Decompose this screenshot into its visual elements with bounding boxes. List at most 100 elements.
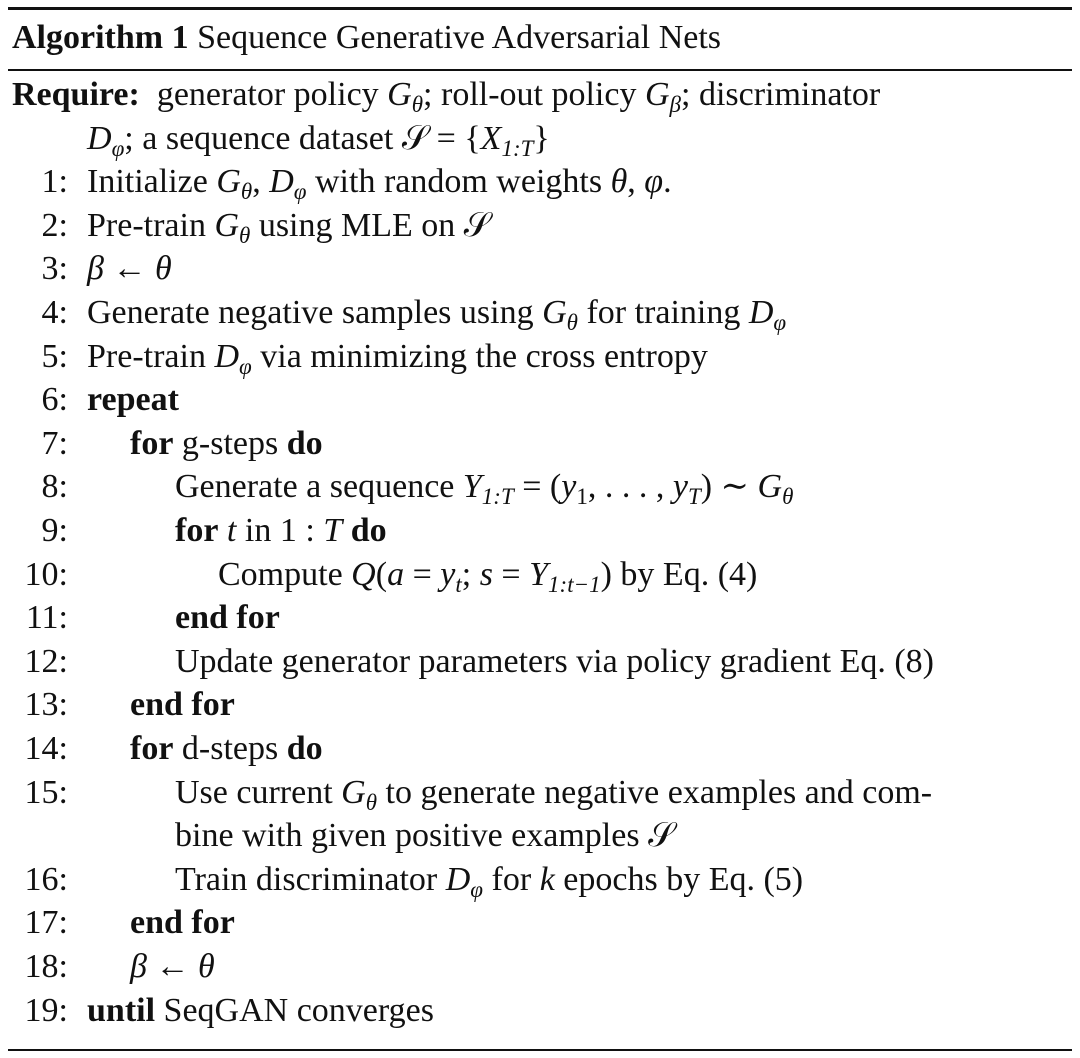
line-number: 6: xyxy=(41,381,68,419)
text-run: = xyxy=(492,555,530,593)
keyword: end for xyxy=(130,686,235,724)
text-run: 𝒮 xyxy=(648,817,675,855)
math-symbol: Y xyxy=(529,555,549,593)
algorithm-title: Sequence Generative Adversarial Nets xyxy=(197,19,722,56)
math-symbol: β xyxy=(87,250,104,288)
line-number: 13: xyxy=(24,686,68,724)
line-text: repeat xyxy=(87,378,179,422)
math-symbol: G xyxy=(214,206,240,244)
text-run: ; roll-out policy xyxy=(423,76,645,113)
text-run: via minimizing the cross entropy xyxy=(251,337,708,375)
line-number: 4: xyxy=(41,294,68,331)
math-symbol: t xyxy=(455,571,462,597)
math-symbol: G xyxy=(387,76,412,113)
text-run: ) ∼ xyxy=(700,468,758,506)
math-symbol: D xyxy=(269,163,294,201)
keyword: for xyxy=(130,424,174,462)
line-number: 15: xyxy=(24,773,68,811)
text-run: Update generator parameters via policy g… xyxy=(175,642,935,680)
text-run: ← xyxy=(146,948,198,985)
line-number: 12: xyxy=(24,642,68,680)
text-run: . xyxy=(663,163,672,201)
math-symbol: D xyxy=(445,860,471,898)
keyword: end for xyxy=(130,904,235,942)
text-run: ← xyxy=(103,250,155,288)
line-text: Pre-train Gθ using MLE on 𝒮 xyxy=(87,204,490,258)
text-run: to generate negative examples and com- xyxy=(377,773,933,811)
math-symbol: X xyxy=(480,119,502,157)
keyword: repeat xyxy=(87,381,179,419)
line-text: Initialize Gθ, Dφ with random weights θ,… xyxy=(87,160,672,214)
keyword: end for xyxy=(175,599,280,637)
math-symbol: φ xyxy=(644,163,664,201)
caption-rule xyxy=(8,69,1072,71)
text-run: Initialize xyxy=(87,163,217,201)
text-run: ; a sequence dataset xyxy=(124,119,402,157)
math-symbol: D xyxy=(87,119,112,157)
text-run: , . . . , xyxy=(587,468,673,506)
text-run: for training xyxy=(577,294,749,331)
math-symbol: y xyxy=(561,468,577,506)
line-text: Pre-train Dφ via minimizing the cross en… xyxy=(87,335,708,389)
text-run: g-steps xyxy=(173,424,287,462)
math-symbol: t xyxy=(226,512,237,549)
text-run: = ( xyxy=(513,468,562,506)
math-symbol: θ xyxy=(365,789,378,815)
keyword: do xyxy=(286,424,323,462)
line-text: Compute Q(a = yt; s = Y1:t−1) by Eq. (4) xyxy=(218,553,757,607)
text-run: in 1 : xyxy=(236,512,324,549)
math-symbol: θ xyxy=(240,179,253,205)
math-symbol: 1:T xyxy=(481,484,514,510)
keyword: for xyxy=(130,730,174,767)
math-symbol: y xyxy=(440,555,456,593)
line-text: Require: generator policy Gθ; roll-out p… xyxy=(12,73,880,127)
text-run: Pre-train xyxy=(87,337,215,375)
line-text: β ← θ xyxy=(130,945,215,989)
text-run: SeqGAN converges xyxy=(155,991,434,1029)
line-text: bine with given positive examples 𝒮 xyxy=(175,814,674,858)
text-run: for xyxy=(483,860,540,898)
text-run: Generate negative samples using xyxy=(87,294,543,331)
math-symbol: 1:T xyxy=(501,135,534,161)
bottom-rule xyxy=(8,1049,1072,1051)
text-run: d-steps xyxy=(173,730,287,767)
line-text: for t in 1 : T do xyxy=(175,509,387,553)
line-number: 1: xyxy=(41,163,68,201)
algorithm-caption: Algorithm 1 Sequence Generative Adversar… xyxy=(12,16,721,60)
text-run: ( xyxy=(375,555,388,593)
math-symbol: θ xyxy=(566,310,578,335)
math-symbol: G xyxy=(542,294,567,331)
line-text: end for xyxy=(130,901,235,945)
line-text: Update generator parameters via policy g… xyxy=(175,640,934,684)
math-symbol: φ xyxy=(111,135,125,161)
text-run: using MLE on xyxy=(250,206,464,244)
math-symbol: θ xyxy=(782,484,794,510)
line-number: 2: xyxy=(41,206,68,244)
math-symbol: β xyxy=(130,948,147,985)
math-symbol: θ xyxy=(610,163,628,201)
line-text: for g-steps do xyxy=(130,422,323,466)
text-run: Pre-train xyxy=(87,206,215,244)
math-symbol: φ xyxy=(773,310,787,335)
math-symbol: φ xyxy=(239,353,252,379)
text-run: 𝒮 xyxy=(463,206,491,244)
text-run: ; discriminator xyxy=(681,76,881,113)
math-symbol: φ xyxy=(470,876,484,902)
line-text: Generate a sequence Y1:T = (y1, . . . , … xyxy=(175,465,793,519)
text-run: ) by Eq. (4) xyxy=(600,555,758,593)
line-number: 14: xyxy=(24,730,68,767)
line-number: 5: xyxy=(41,337,68,375)
math-symbol: β xyxy=(669,92,681,117)
line-text: end for xyxy=(130,683,235,727)
math-symbol: θ xyxy=(154,250,172,288)
math-symbol: s xyxy=(479,555,493,593)
text-run: Train discriminator xyxy=(175,860,446,898)
line-number: 3: xyxy=(41,250,68,288)
line-number: 9: xyxy=(41,512,68,549)
keyword: do xyxy=(350,512,387,549)
text-run: Compute xyxy=(218,555,352,593)
text-run: ; xyxy=(461,555,480,593)
math-symbol: T xyxy=(687,484,701,510)
math-symbol: Q xyxy=(351,555,376,593)
line-text: end for xyxy=(175,596,280,640)
